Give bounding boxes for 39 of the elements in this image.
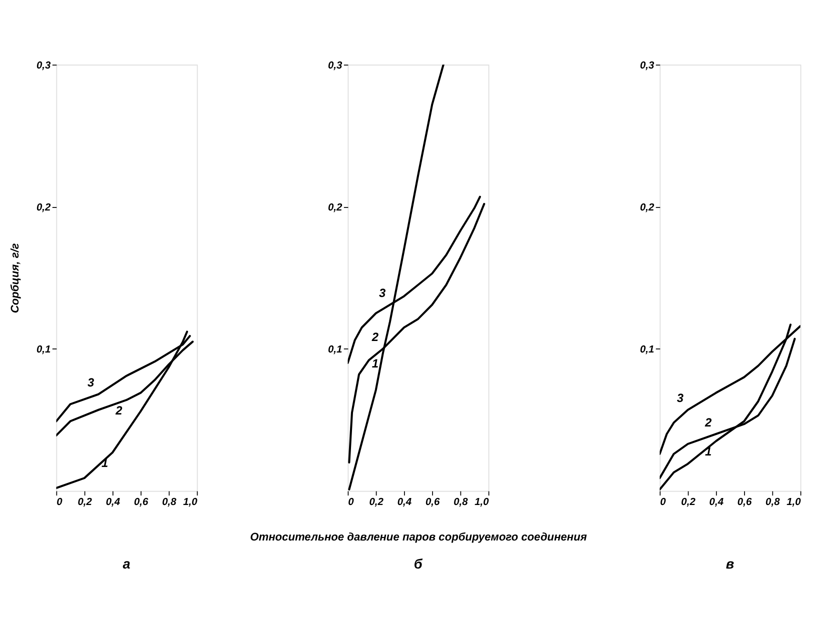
y-tick-label: 0,1 (328, 344, 343, 356)
x-axis-title: Относительное давление паров сорбируемого соединения (250, 532, 588, 544)
series-label: 1 (372, 356, 379, 371)
y-tick-label: 0,2 (328, 202, 343, 214)
x-tick-label: 0,4 (106, 496, 120, 508)
x-tick-label: 1,0 (786, 496, 802, 508)
x-tick-label: 0 (348, 496, 354, 508)
y-tick-label: 0,1 (640, 344, 654, 356)
x-tick-label: 0,8 (766, 496, 780, 508)
x-tick-label: 0,8 (454, 496, 468, 508)
text: б (414, 556, 423, 572)
x-tick-label: 1,0 (474, 496, 490, 508)
y-tick-label: 0,2 (36, 202, 52, 214)
x-tick-label: 1,0 (183, 496, 198, 508)
y-tick-label: 0,2 (640, 202, 654, 214)
x-tick-label: 0,2 (369, 496, 384, 508)
series-label: 2 (114, 403, 123, 418)
series-label: 2 (370, 330, 379, 344)
x-tick-label: 0,8 (162, 496, 177, 508)
series-label: 2 (704, 415, 712, 430)
x-tick-label: 0,4 (397, 496, 412, 508)
series-label: 3 (378, 286, 386, 300)
x-tick-label: 0,6 (425, 496, 440, 508)
x-tick-label: 0,6 (134, 496, 148, 508)
x-tick-label: 0,2 (78, 496, 92, 508)
x-tick-label: 0 (56, 496, 63, 508)
y-tick-label: 0,3 (640, 60, 654, 72)
x-tick-label: 0,6 (737, 496, 752, 508)
text: в (726, 556, 734, 572)
x-tick-label: 0,4 (709, 496, 724, 508)
series-label: 3 (676, 391, 684, 406)
y-axis-title: Сорбция, г/г (10, 243, 22, 314)
y-tick-label: 0,3 (328, 60, 343, 72)
text: а (122, 556, 131, 572)
y-tick-label: 0,3 (36, 60, 52, 72)
y-tick-label: 0,1 (36, 344, 52, 356)
x-tick-label: 0,2 (681, 496, 696, 508)
series-label: 3 (87, 376, 94, 390)
x-tick-label: 0 (660, 496, 666, 508)
